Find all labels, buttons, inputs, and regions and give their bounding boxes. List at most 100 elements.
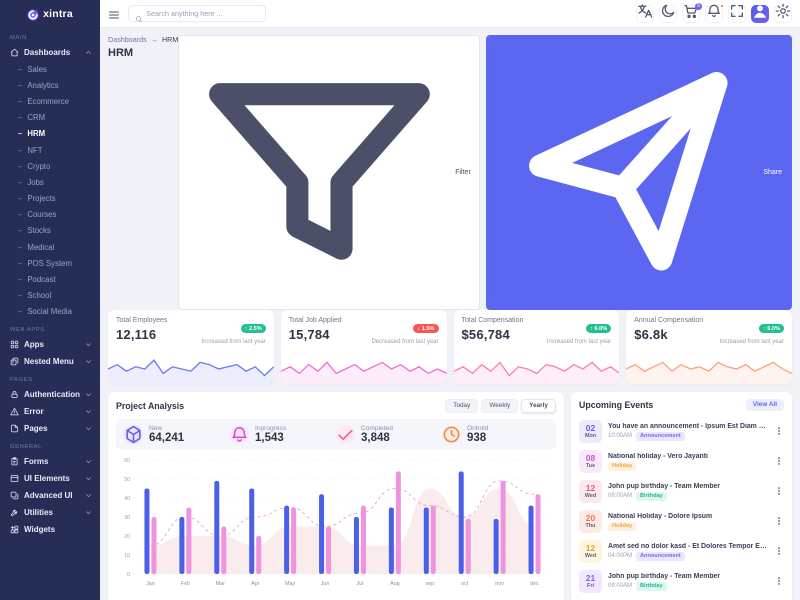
clock-icon [442, 424, 461, 444]
notifications-button[interactable] [705, 3, 724, 24]
sidebar-item-nft[interactable]: – NFT [18, 145, 43, 155]
svg-text:50: 50 [124, 477, 130, 483]
sidebar-item-courses[interactable]: – Courses [18, 210, 57, 220]
share-button[interactable]: Share [485, 35, 792, 310]
sidebar-item-error[interactable]: Error [0, 403, 100, 420]
tab-yearly[interactable]: Yearly [521, 398, 556, 413]
kebab-menu-icon[interactable] [774, 543, 784, 561]
sidebar-item-ecommerce[interactable]: – Ecommerce [18, 96, 69, 106]
sidebar-item-advanced-ui[interactable]: Advanced UI [0, 487, 100, 504]
bell-icon [230, 424, 249, 444]
sidebar-section-label: WEB APPS [10, 327, 45, 333]
user-avatar[interactable] [751, 4, 769, 23]
notification-dot [719, 4, 724, 8]
lock-icon [10, 390, 19, 399]
topbar-actions: 5 [636, 2, 792, 24]
event-tag: Announcement [636, 431, 685, 441]
event-title: Amet sed no dolor kasd - Et Dolores Temp… [608, 542, 768, 550]
sidebar-item-projects[interactable]: – Projects [18, 194, 56, 204]
event-date-box: 21 Fri [579, 570, 602, 594]
sidebar-item-social-media[interactable]: – Social Media [18, 307, 72, 317]
kebab-menu-icon[interactable] [774, 423, 784, 441]
sidebar-item-sales[interactable]: – Sales [18, 64, 47, 74]
breadcrumb-arrow: → [150, 35, 158, 44]
sidebar-item-pages[interactable]: Pages [0, 420, 100, 437]
cart-button[interactable]: 5 [682, 2, 702, 23]
stat-card-annual-compensation: Annual Compensation $6.8k ↑ 6.0% Increased … [626, 309, 792, 384]
svg-text:20: 20 [124, 534, 130, 540]
search-input[interactable] [146, 9, 259, 18]
sidebar-item-crm[interactable]: – CRM [18, 113, 46, 123]
middle-row: Project Analysis Today Weekly Yearly New 64… [108, 391, 792, 600]
chevron-down-icon [85, 358, 92, 365]
nested-icon [10, 357, 19, 366]
chevron-down-icon [85, 458, 92, 465]
sidebar-item-ui-elements[interactable]: UI Elements [0, 470, 100, 487]
stat-change-badge: ↑ 6.0% [586, 324, 612, 334]
sidebar-item-crypto[interactable]: – Crypto [18, 161, 51, 171]
tab-today[interactable]: Today [445, 398, 479, 413]
svg-text:dec: dec [530, 581, 539, 587]
tab-weekly[interactable]: Weekly [481, 398, 519, 413]
brand-logo[interactable]: xintra [0, 0, 100, 28]
translate-button[interactable] [636, 4, 654, 23]
svg-text:Jan: Jan [146, 581, 155, 587]
settings-button[interactable] [774, 3, 792, 24]
sidebar-item-utilities[interactable]: Utilities [0, 504, 100, 521]
project-stat-onhold: Onhold 938 [442, 424, 548, 444]
chevron-down-icon [85, 475, 92, 482]
breadcrumb-dashboards-link[interactable]: Dashboards [108, 35, 147, 44]
sidebar-item-nested-menu[interactable]: Nested Menu [0, 353, 100, 370]
user-icon [751, 5, 769, 23]
sidebar-item-stocks[interactable]: – Stocks [18, 226, 51, 236]
sidebar-item-podcast[interactable]: – Podcast [18, 275, 56, 285]
event-title: National Holiday - Dolore Ipsum [608, 512, 713, 520]
gear-icon [775, 3, 791, 24]
sidebar-item-forms[interactable]: Forms [0, 453, 100, 470]
stat-change-badge: ↑ 6.0% [758, 324, 784, 334]
svg-text:Apr: Apr [251, 581, 260, 587]
sidebar-item-widgets[interactable]: Widgets [0, 521, 100, 538]
kebab-menu-icon[interactable] [774, 513, 784, 531]
sidebar-item-dashboards[interactable]: Dashboards [0, 44, 100, 61]
event-time: 09:00AM [608, 493, 633, 500]
svg-text:Aug: Aug [390, 581, 400, 587]
bell-icon [706, 3, 722, 24]
form-icon [10, 457, 19, 466]
hamburger-menu-icon[interactable] [108, 8, 120, 20]
project-stat-value: 64,241 [149, 431, 185, 444]
kebab-menu-icon[interactable] [774, 453, 784, 471]
svg-text:10: 10 [124, 553, 130, 559]
events-view-all-button[interactable]: View All [745, 398, 784, 411]
sidebar-section-label: GENERAL [10, 444, 42, 450]
svg-text:Mar: Mar [216, 581, 225, 587]
kebab-menu-icon[interactable] [774, 573, 784, 591]
sidebar-item-school[interactable]: – School [18, 291, 52, 301]
event-row: 21 Fri John pup birthday - Team Member 09:0… [579, 567, 784, 597]
filter-button[interactable]: Filter [178, 35, 480, 310]
upcoming-events-title: Upcoming Events [579, 399, 654, 410]
event-title: National holiday - Vero Jayanti [608, 452, 708, 460]
project-stat-label: Completed [361, 424, 393, 432]
sidebar-item-authentication[interactable]: Authentication [0, 386, 100, 403]
stat-card-sparkline [108, 352, 274, 384]
sidebar-item-hrm[interactable]: – HRM [18, 129, 46, 139]
stat-change-badge: ↑ 2.5% [240, 324, 266, 334]
breadcrumb-current: HRM [161, 35, 179, 44]
kebab-menu-icon[interactable] [774, 483, 784, 501]
search-icon [135, 10, 142, 22]
sidebar-item-analytics[interactable]: – Analytics [18, 80, 59, 90]
sidebar-item-medical[interactable]: – Medical [18, 242, 55, 252]
event-row: 12 Wed Amet sed no dolor kasd - Et Dolores… [579, 537, 784, 567]
dark-mode-button[interactable] [659, 4, 677, 23]
event-title: John pup birthday - Team Member [608, 482, 721, 490]
sidebar-item-jobs[interactable]: – Jobs [18, 177, 44, 187]
event-date-box: 20 Thu [579, 510, 602, 534]
event-title: You have an announcement - Ipsum Est Dia… [608, 422, 768, 430]
sidebar-item-apps[interactable]: Apps [0, 336, 100, 353]
stat-card-total-job-applied: Total Job Applied 15,784 ↓ 1.5% Decreased f… [280, 309, 447, 384]
global-search[interactable] [128, 5, 266, 22]
sidebar-item-pos-system[interactable]: – POS System [18, 258, 72, 268]
event-tag: Announcement [636, 551, 685, 561]
fullscreen-button[interactable] [728, 4, 746, 23]
